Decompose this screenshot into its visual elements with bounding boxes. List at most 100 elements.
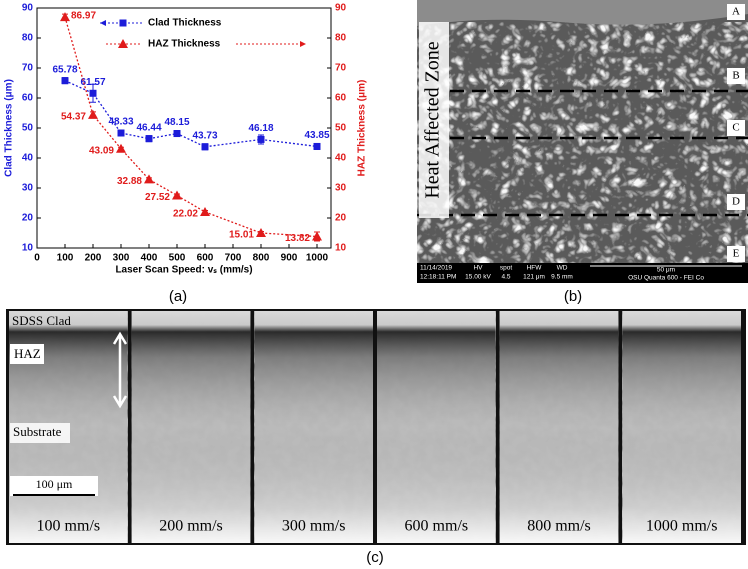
- sem-info-label: spot: [500, 265, 512, 272]
- sem-time: 12:18:11 PM: [420, 274, 456, 281]
- x-tick-label: 0: [34, 253, 40, 264]
- sem-surface: [417, 0, 748, 26]
- sem-texture: [417, 22, 748, 263]
- region-label-box: [10, 344, 44, 364]
- marker: [200, 206, 210, 216]
- sem-instrument: OSU Quanta 600 - FEI Co: [628, 275, 704, 282]
- y2-tick-label: 80: [335, 33, 347, 44]
- scale-label: 100 μm: [36, 477, 73, 491]
- legend-label: Clad Thickness: [148, 18, 222, 29]
- value-label: 48.33: [108, 117, 133, 128]
- y-tick-label: 90: [22, 3, 34, 14]
- sem-date: 11/14/2019: [420, 265, 452, 272]
- micrograph-shade: [499, 311, 619, 543]
- marker: [88, 109, 98, 119]
- y2-tick-label: 70: [335, 63, 347, 74]
- sem-image: Heat Affected Zone A B C D E 11/14/2019 12:1…: [417, 0, 748, 283]
- y-tick-label: 40: [22, 153, 34, 164]
- speed-label: 600 mm/s: [405, 518, 469, 535]
- marker: [144, 174, 154, 184]
- micrograph-shade: [131, 311, 251, 543]
- sem-markers: A B C D E: [727, 4, 745, 262]
- sem-scale-label: 50 μm: [657, 267, 675, 274]
- speed-label: 100 mm/s: [37, 518, 101, 535]
- legend-label: HAZ Thickness: [148, 39, 221, 50]
- region-label: HAZ: [14, 346, 41, 361]
- marker: [201, 143, 209, 151]
- sem-marker-box: [727, 68, 745, 84]
- speed-label: 800 mm/s: [527, 518, 591, 535]
- sem-info-label: HV: [473, 265, 483, 272]
- x-tick-label: 900: [281, 253, 298, 264]
- y2-axis-title: HAZ Thickness (μm): [357, 80, 368, 177]
- marker: [173, 130, 181, 138]
- sem-marker-box: [727, 246, 745, 262]
- sem-info-label: HFW: [527, 265, 543, 272]
- marker: [116, 143, 126, 153]
- y-tick-label: 60: [22, 93, 34, 104]
- y-tick-label: 20: [22, 213, 34, 224]
- y2-tick-label: 40: [335, 153, 347, 164]
- value-label: 48.15: [164, 117, 189, 128]
- value-label: 27.52: [145, 192, 170, 203]
- sem-marker: D: [732, 196, 740, 208]
- y2-tick-label: 10: [335, 243, 347, 254]
- y2-tick-label: 20: [335, 213, 347, 224]
- value-label: 54.37: [61, 112, 86, 123]
- x-tick-label: 700: [225, 253, 242, 264]
- micrograph-shade: [622, 311, 741, 543]
- speed-label: 300 mm/s: [282, 518, 346, 535]
- x-tick-label: 600: [197, 253, 214, 264]
- value-label: 61.57: [80, 77, 105, 88]
- x-tick-label: 500: [169, 253, 186, 264]
- sem-info-label: WD: [557, 265, 568, 272]
- x-tick-label: 300: [113, 253, 130, 264]
- value-label: 65.78: [52, 64, 77, 75]
- sem-info-value: 15.00 kV: [465, 274, 491, 281]
- value-label: 13.82: [285, 233, 310, 244]
- value-label: 43.09: [89, 145, 114, 156]
- panel-label: (b): [564, 288, 582, 305]
- y-axis-title: Clad Thickness (μm): [4, 79, 15, 177]
- y2-tick-label: 60: [335, 93, 347, 104]
- series-line: [64, 80, 318, 148]
- sem-info: HV 15.00 kV spot 4.5 HFW 121 μm WD 9.5 mm: [465, 265, 573, 281]
- y2-tick-label: 30: [335, 183, 347, 194]
- scale-box: [10, 476, 98, 496]
- marker: [145, 135, 153, 143]
- value-label: 86.97: [71, 11, 96, 22]
- marker: [118, 39, 128, 48]
- haz-arrow: [112, 331, 128, 409]
- marker: [313, 142, 321, 150]
- marker: [117, 129, 125, 137]
- y-tick-label: 80: [22, 33, 34, 44]
- marker: [61, 77, 69, 85]
- sem-info-value: 4.5: [501, 274, 510, 281]
- marker: [257, 135, 265, 143]
- sem-marker-box: [727, 4, 745, 20]
- zone-label-box: [419, 22, 449, 218]
- sem-info-bar: [417, 263, 748, 283]
- speed-label: 200 mm/s: [159, 518, 223, 535]
- y-tick-label: 10: [22, 243, 34, 254]
- marker: [256, 227, 266, 237]
- speed-label: 1000 mm/s: [646, 518, 718, 535]
- sem-marker: E: [733, 248, 740, 260]
- sem-marker-box: [727, 194, 745, 210]
- value-label: 22.02: [173, 209, 198, 220]
- zone-label: Heat Affected Zone: [422, 41, 444, 198]
- value-label: 46.44: [136, 122, 161, 133]
- y2-tick-label: 50: [335, 123, 347, 134]
- sem-info-value: 121 μm: [523, 274, 545, 281]
- region-label: Substrate: [13, 424, 62, 439]
- marker: [89, 89, 97, 97]
- sem-marker: A: [732, 6, 740, 18]
- sem-marker: C: [732, 122, 739, 134]
- sem-info-value: 9.5 mm: [551, 274, 573, 281]
- marker: [60, 12, 70, 22]
- x-tick-label: 200: [85, 253, 102, 264]
- panel-label: (c): [366, 549, 384, 566]
- sem-marker: B: [732, 70, 739, 82]
